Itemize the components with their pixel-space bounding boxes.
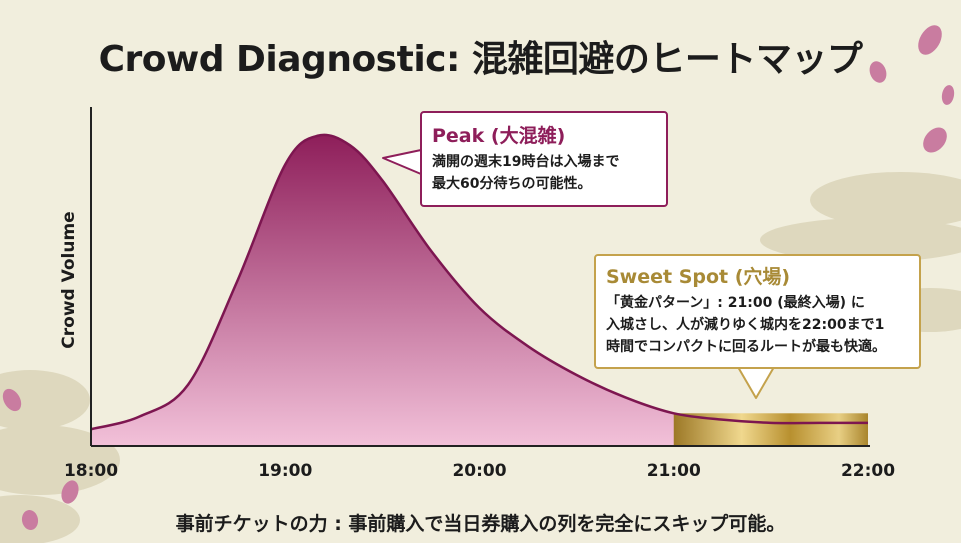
peak-callout-text: 満開の週末19時台は入場まで 最大60分待ちの可能性。 (432, 151, 656, 195)
sweet-spot-callout-line: 時間でコンパクトに回るルートが最も快適。 (606, 339, 886, 355)
sweet-spot-callout-text: 「黄金パターン」: 21:00 (最終入場) に 入城さし、人が減りゆく城内を2… (606, 292, 909, 358)
sweet-spot-callout-line: 「黄金パターン」: 21:00 (最終入場) に (606, 295, 865, 311)
crowd-series-line (90, 133, 868, 431)
peak-callout-line: 満開の週末19時台は入場まで (432, 154, 620, 170)
x-tick-label: 20:00 (452, 461, 506, 481)
y-axis-label: Crowd Volume (59, 211, 79, 348)
page-title: Crowd Diagnostic: 混雑回避のヒートマップ (98, 39, 863, 80)
sweet-spot-callout-line: 入城さし、人が減りゆく城内を22:00まで1 (606, 317, 885, 333)
x-tick-label: 22:00 (841, 461, 895, 481)
x-tick-label: 21:00 (647, 461, 701, 481)
x-tick-label: 19:00 (258, 461, 312, 481)
cherry-petals (2, 25, 955, 530)
x-tick-label: 18:00 (64, 461, 118, 481)
peak-callout-line: 最大60分待ちの可能性。 (432, 176, 592, 192)
sweet-pointer (737, 365, 775, 399)
sweet-spot-callout: Sweet Spot (穴場) 「黄金パターン」: 21:00 (最終入場) に… (594, 254, 921, 369)
cloud-pattern-left (0, 370, 120, 543)
sweet-spot-callout-title: Sweet Spot (穴場) (606, 266, 791, 288)
peak-callout-title: Peak (大混雑) (432, 125, 566, 147)
crowd-area-fill (91, 134, 868, 447)
peak-callout: Peak (大混雑) 満開の週末19時台は入場まで 最大60分待ちの可能性。 (420, 111, 668, 207)
peak-pointer (382, 149, 423, 175)
footer-note: 事前チケットの力 : 事前購入で当日券購入の列を完全にスキップ可能。 (175, 513, 786, 535)
